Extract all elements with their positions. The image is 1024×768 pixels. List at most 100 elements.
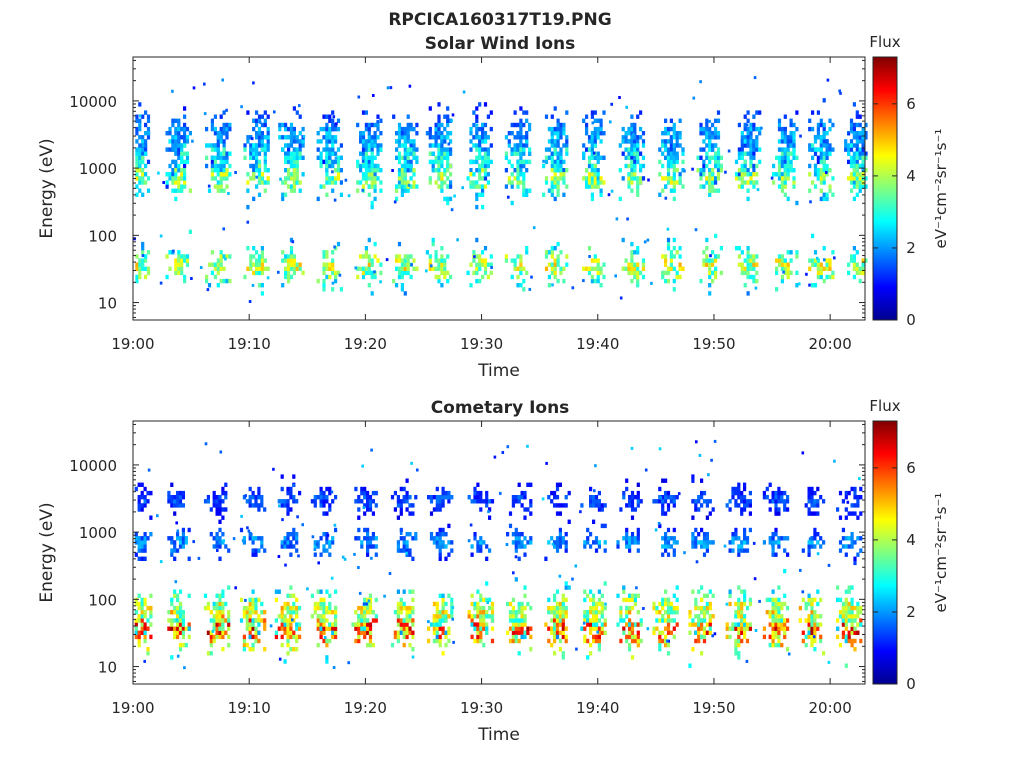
flux-cell: [188, 131, 192, 136]
flux-cell: [519, 180, 523, 185]
flux-cell: [664, 196, 668, 200]
flux-cell: [700, 605, 704, 611]
flux-cell: [819, 274, 823, 280]
flux-cell: [428, 258, 432, 263]
flux-cell: [260, 246, 264, 251]
flux-cell: [292, 532, 296, 537]
flux-cell: [138, 180, 142, 185]
flux-cell: [412, 258, 416, 263]
flux-cell: [429, 622, 434, 627]
flux-cell: [669, 262, 673, 267]
flux-cell: [174, 135, 178, 140]
flux-cell: [661, 151, 665, 156]
flux-cell: [561, 593, 565, 598]
flux-cell: [592, 622, 596, 627]
flux-cell: [434, 122, 438, 128]
flux-cell: [212, 503, 216, 508]
flux-cell: [212, 626, 216, 631]
flux-cell: [444, 490, 448, 496]
flux-cell: [357, 605, 361, 611]
flux-cell: [740, 250, 744, 255]
flux-cell: [807, 634, 811, 640]
flux-cell: [295, 536, 299, 541]
flux-cell: [702, 552, 707, 557]
flux-cell: [516, 159, 520, 165]
flux-cell: [597, 499, 601, 504]
flux-cell: [325, 511, 329, 516]
flux-cell: [519, 172, 523, 177]
flux-cell: [470, 499, 474, 504]
flux-cell: [804, 642, 808, 648]
flux-cell: [828, 126, 832, 132]
flux-cell: [737, 122, 741, 128]
flux-cell: [589, 597, 593, 603]
flux-cell: [331, 126, 335, 132]
flux-cell: [143, 634, 147, 640]
flux-cell: [520, 622, 524, 627]
flux-cell: [406, 126, 410, 132]
flux-cell: [289, 172, 294, 177]
flux-cell: [737, 172, 741, 177]
flux-cell: [283, 536, 287, 541]
flux-cell: [434, 126, 438, 132]
flux-cell: [852, 135, 856, 140]
flux-cell: [675, 270, 679, 276]
flux-cell: [702, 262, 706, 267]
flux-cell: [746, 291, 750, 296]
flux-cell: [737, 151, 741, 156]
flux-cell: [221, 601, 225, 607]
flux-cell: [522, 143, 526, 148]
flux-cell: [675, 143, 679, 148]
flux-cell: [331, 122, 335, 128]
flux-cell: [408, 503, 412, 508]
flux-cell: [558, 503, 562, 508]
flux-cell: [367, 237, 371, 243]
flux-cell: [517, 610, 521, 615]
flux-cell: [609, 120, 612, 124]
flux-cell: [825, 155, 829, 160]
flux-cell: [559, 176, 563, 181]
flux-cell: [777, 507, 781, 512]
flux-cell: [745, 540, 750, 545]
flux-cell: [173, 626, 177, 631]
flux-cell: [331, 250, 335, 255]
flux-cell: [361, 184, 366, 189]
flux-cell: [446, 106, 450, 111]
flux-cell: [528, 287, 532, 291]
flux-cell: [143, 499, 147, 504]
flux-cell: [839, 91, 842, 95]
flux-cell: [218, 622, 222, 627]
flux-cell: [852, 176, 856, 181]
flux-cell: [207, 188, 212, 193]
flux-cell: [828, 188, 832, 193]
flux-cell: [177, 254, 181, 259]
flux-cell: [221, 634, 225, 640]
flux-cell: [333, 245, 336, 249]
flux-cell: [636, 622, 640, 627]
flux-cell: [520, 634, 524, 640]
flux-cell: [743, 618, 747, 623]
flux-cell: [485, 495, 489, 500]
flux-cell: [135, 126, 139, 132]
flux-cell: [719, 163, 723, 169]
flux-cell: [316, 278, 320, 284]
flux-cell: [325, 172, 329, 177]
flux-cell: [393, 200, 397, 204]
flux-cell: [298, 490, 302, 496]
flux-cell: [561, 626, 565, 631]
flux-cell: [403, 258, 407, 263]
flux-cell: [508, 523, 513, 529]
flux-cell: [390, 495, 395, 500]
flux-cell: [734, 626, 738, 631]
flux-cell: [469, 180, 473, 185]
flux-cell: [520, 618, 524, 623]
flux-cell: [816, 540, 820, 545]
flux-cell: [174, 266, 178, 271]
flux-cell: [861, 155, 865, 160]
flux-cell: [771, 540, 775, 545]
flux-cell: [864, 151, 868, 156]
flux-cell: [666, 618, 671, 623]
flux-cell: [783, 548, 787, 553]
flux-cell: [669, 630, 673, 635]
flux-cell: [331, 188, 335, 193]
